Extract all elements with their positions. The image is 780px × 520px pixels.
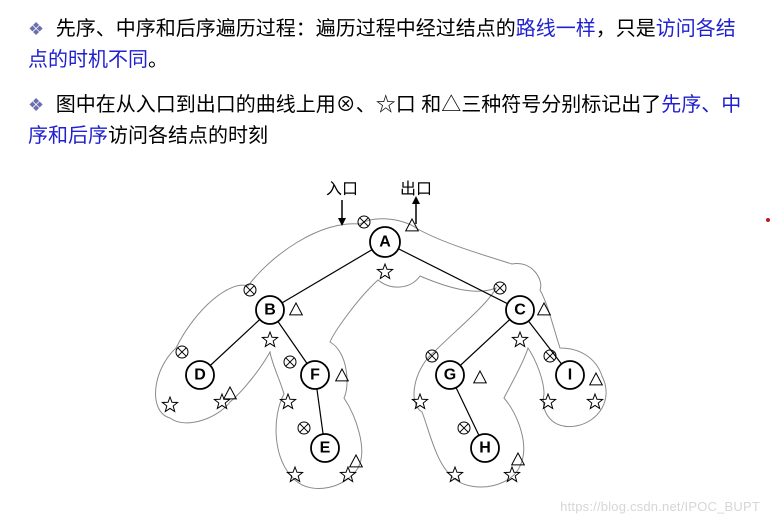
tree-edge bbox=[385, 242, 520, 310]
inorder-mark-icon bbox=[412, 394, 427, 409]
p2-plain2: 三种符号分别标记出了 bbox=[461, 94, 661, 116]
preorder-mark-icon bbox=[358, 216, 370, 228]
page-root: ❖ 先序、中序和后序遍历过程：遍历过程中经过结点的路线一样，只是访问各结点的时机… bbox=[0, 0, 780, 520]
inorder-mark-icon bbox=[512, 332, 527, 347]
tree-node-label: I bbox=[568, 367, 572, 384]
tree-node-label: B bbox=[264, 302, 276, 319]
tree-node-label: C bbox=[514, 302, 526, 319]
tree-diagram: A B C D F G I E H 入口 出口 bbox=[120, 180, 660, 500]
p2-symbols: ⊗、☆口 和△ bbox=[336, 94, 462, 116]
inorder-mark-icon bbox=[214, 394, 229, 409]
postorder-mark-icon bbox=[290, 303, 303, 315]
inorder-mark-icon bbox=[262, 332, 277, 347]
postorder-mark-icon bbox=[474, 371, 487, 383]
paragraph-2: ❖ 图中在从入口到出口的曲线上用⊗、☆口 和△三种符号分别标记出了先序、中序和后… bbox=[28, 90, 752, 152]
entry-label: 入口 bbox=[326, 181, 358, 198]
tree-svg: A B C D F G I E H 入口 出口 bbox=[120, 180, 660, 500]
bullet-icon: ❖ bbox=[28, 92, 44, 120]
tree-node-label: A bbox=[379, 234, 391, 251]
bullet-icon: ❖ bbox=[28, 16, 44, 44]
preorder-mark-icon bbox=[426, 350, 438, 362]
preorder-mark-icon bbox=[176, 346, 188, 358]
tree-node-label: G bbox=[444, 367, 456, 384]
tree-node-label: F bbox=[310, 367, 320, 384]
inorder-mark-icon bbox=[540, 394, 555, 409]
preorder-mark-icon bbox=[544, 350, 556, 362]
tree-node-label: D bbox=[194, 367, 206, 384]
preorder-mark-icon bbox=[458, 422, 470, 434]
inorder-mark-icon bbox=[504, 467, 519, 482]
tree-edge bbox=[270, 242, 385, 310]
p2-plain1: 图中在从入口到出口的曲线上用 bbox=[56, 94, 336, 116]
exit-label: 出口 bbox=[400, 180, 432, 198]
watermark-text: https://blog.csdn.net/IPOC_BUPT bbox=[560, 499, 760, 514]
preorder-mark-icon bbox=[244, 284, 256, 296]
inorder-mark-icon bbox=[587, 394, 602, 409]
postorder-mark-icon bbox=[590, 373, 603, 385]
paragraph-1: ❖ 先序、中序和后序遍历过程：遍历过程中经过结点的路线一样，只是访问各结点的时机… bbox=[28, 14, 752, 76]
p1-plain2: ，只是 bbox=[596, 18, 656, 40]
tree-node-label: E bbox=[320, 440, 331, 457]
inorder-mark-icon bbox=[162, 397, 177, 412]
p1-plain1: 先序、中序和后序遍历过程：遍历过程中经过结点的 bbox=[56, 18, 516, 40]
inorder-mark-icon bbox=[377, 264, 392, 279]
p1-hl1: 路线一样 bbox=[516, 18, 596, 40]
p1-plain3: 。 bbox=[148, 49, 168, 71]
preorder-mark-icon bbox=[298, 422, 310, 434]
preorder-mark-icon bbox=[284, 356, 296, 368]
postorder-mark-icon bbox=[538, 303, 551, 315]
postorder-mark-icon bbox=[224, 387, 237, 399]
inorder-mark-icon bbox=[287, 467, 302, 482]
p2-plain3: 访问各结点的时刻 bbox=[108, 125, 268, 147]
tree-node-label: H bbox=[479, 440, 491, 457]
red-dot-icon bbox=[766, 218, 770, 222]
